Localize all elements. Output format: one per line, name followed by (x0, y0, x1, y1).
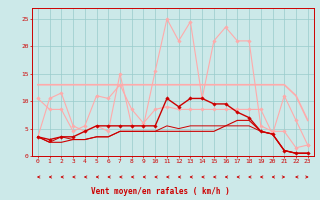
Text: Vent moyen/en rafales ( km/h ): Vent moyen/en rafales ( km/h ) (91, 187, 229, 196)
